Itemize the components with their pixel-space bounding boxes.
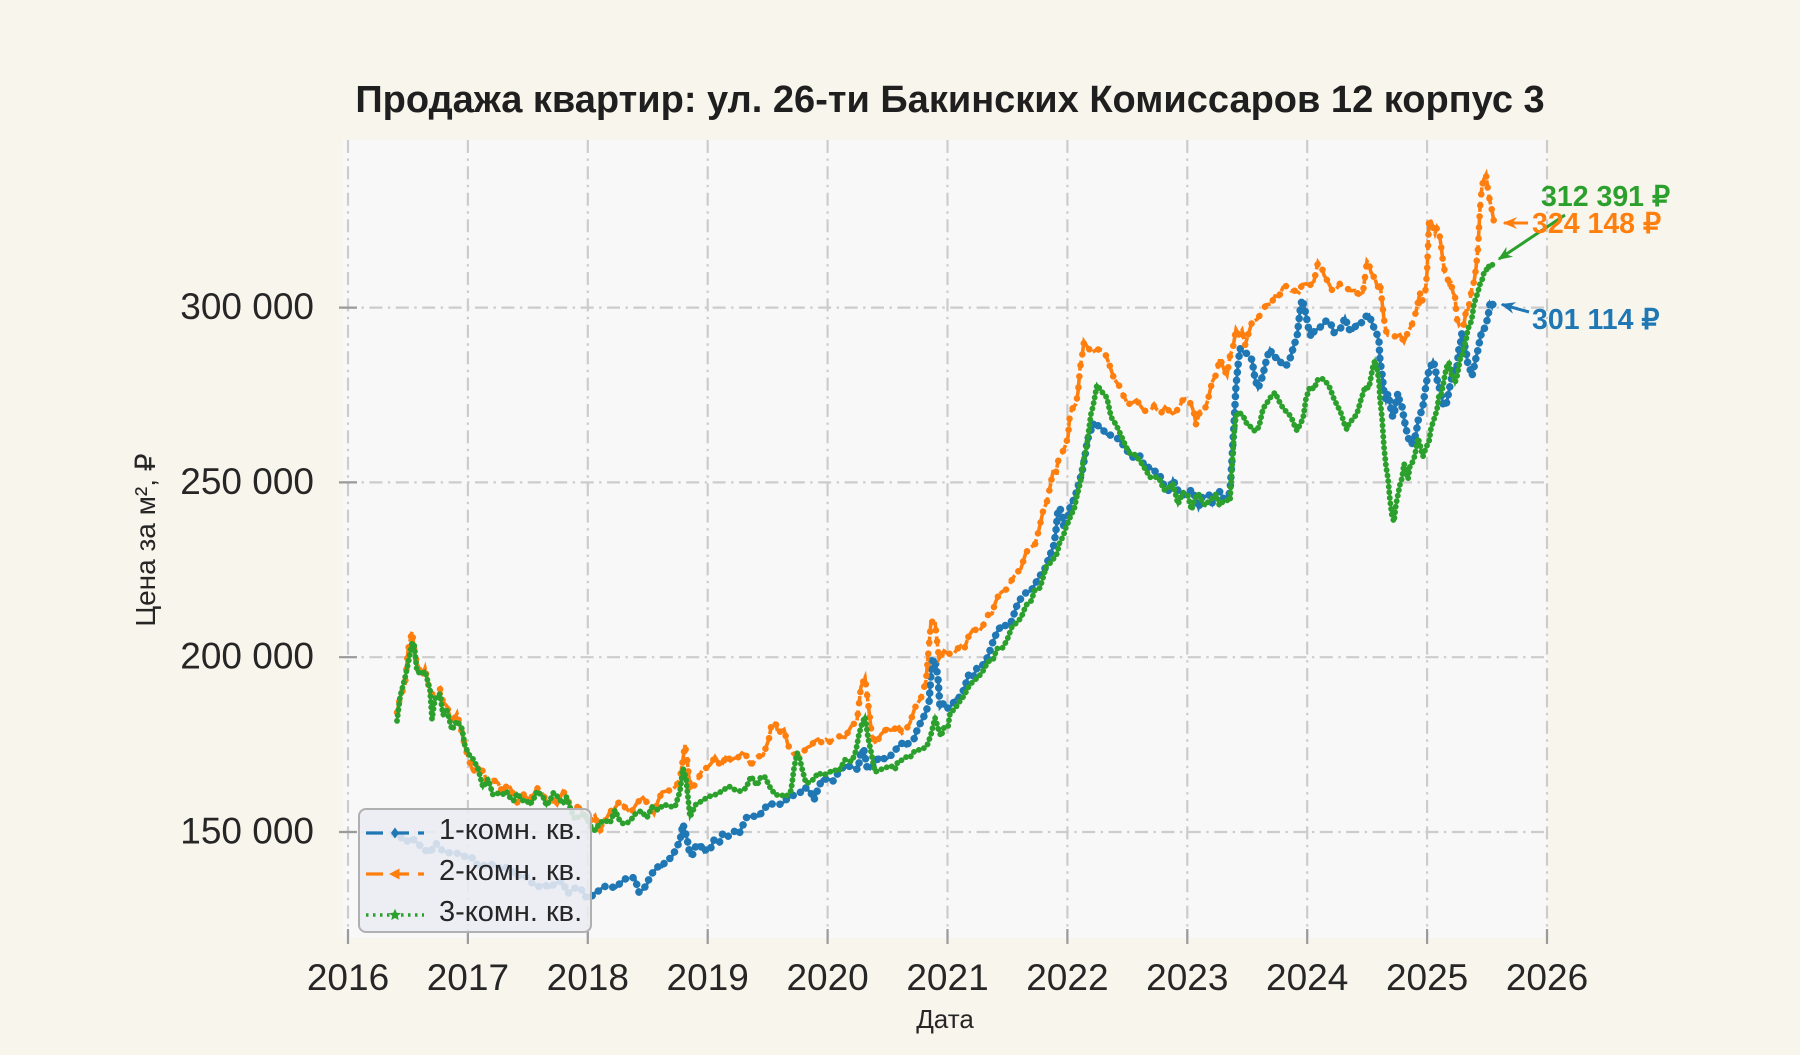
- svg-text:312 391 ₽: 312 391 ₽: [1541, 181, 1670, 213]
- svg-text:250 000: 250 000: [180, 461, 314, 502]
- svg-text:2025: 2025: [1386, 957, 1468, 998]
- svg-text:2024: 2024: [1266, 957, 1348, 998]
- svg-text:2-комн. кв.: 2-комн. кв.: [439, 855, 582, 887]
- svg-text:324 148 ₽: 324 148 ₽: [1532, 208, 1661, 240]
- svg-text:2021: 2021: [906, 957, 988, 998]
- svg-text:3-комн. кв.: 3-комн. кв.: [439, 896, 582, 928]
- svg-text:2020: 2020: [786, 957, 868, 998]
- svg-text:300 000: 300 000: [180, 286, 314, 327]
- svg-text:Цена за м², ₽: Цена за м², ₽: [130, 453, 161, 626]
- svg-text:2022: 2022: [1026, 957, 1108, 998]
- svg-text:Продажа квартир: ул. 26-ти Бак: Продажа квартир: ул. 26-ти Бакинских Ком…: [355, 79, 1544, 121]
- svg-text:2023: 2023: [1146, 957, 1228, 998]
- svg-text:150 000: 150 000: [180, 811, 314, 852]
- svg-text:301 114 ₽: 301 114 ₽: [1532, 304, 1660, 336]
- svg-text:2019: 2019: [667, 957, 749, 998]
- svg-text:200 000: 200 000: [180, 636, 314, 677]
- svg-text:2016: 2016: [307, 957, 389, 998]
- svg-text:2018: 2018: [547, 957, 629, 998]
- svg-text:Дата: Дата: [916, 1004, 974, 1034]
- svg-text:2017: 2017: [427, 957, 509, 998]
- svg-text:2026: 2026: [1506, 957, 1588, 998]
- svg-text:1-комн. кв.: 1-комн. кв.: [439, 814, 582, 846]
